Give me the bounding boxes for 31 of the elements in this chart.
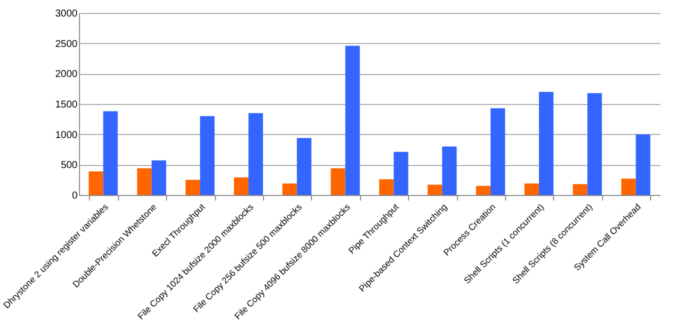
bar: [394, 152, 408, 195]
bar: [379, 179, 394, 195]
bar: [538, 92, 554, 195]
y-tick-label: 3000: [55, 8, 78, 20]
bar: [345, 46, 360, 195]
bar: [103, 111, 118, 195]
y-tick-label: 2500: [55, 38, 78, 50]
bar: [428, 184, 442, 195]
y-tick-label: 0: [72, 190, 78, 202]
bar: [476, 186, 491, 195]
bar: [636, 134, 650, 195]
bar: [234, 177, 248, 195]
bar: [621, 178, 636, 195]
bar: [296, 138, 312, 195]
bar: [524, 183, 539, 195]
bar: [572, 184, 588, 195]
bar: [137, 168, 152, 195]
bar: [442, 146, 457, 195]
bar: [186, 180, 200, 195]
y-tick-label: 2000: [55, 69, 78, 80]
y-tick-label: 500: [60, 160, 78, 172]
bar: [330, 168, 346, 195]
bar: [282, 183, 297, 195]
bar: [152, 160, 166, 195]
bar: [587, 93, 602, 195]
y-tick-label: 1500: [55, 100, 78, 110]
bar: [248, 113, 263, 195]
bar: [490, 108, 506, 195]
bar: [200, 116, 215, 195]
bar: [88, 171, 104, 195]
y-tick-label: 1000: [55, 130, 78, 141]
